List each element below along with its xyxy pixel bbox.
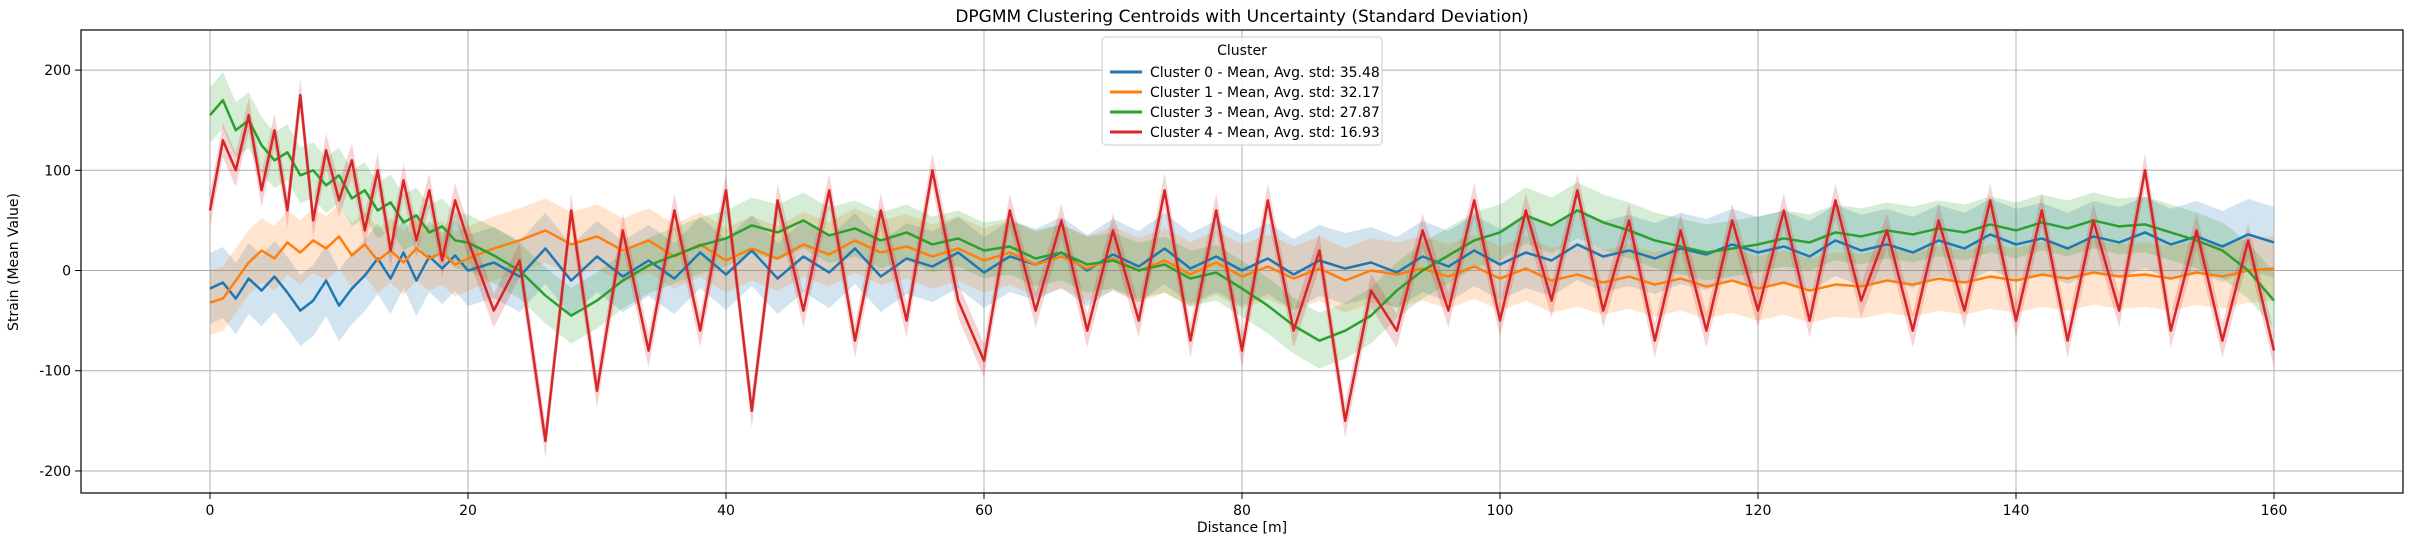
legend: Cluster Cluster 0 - Mean, Avg. std: 35.4… [1101, 36, 1383, 146]
series-0-line [209, 231, 2275, 312]
y-tick-label: 100 [44, 163, 71, 179]
series-1-line [209, 229, 2275, 304]
x-tick-label: 80 [1233, 503, 1251, 519]
x-tick-label: 60 [975, 503, 993, 519]
x-axis-label: Distance [m] [1197, 520, 1287, 536]
legend-label-1: Cluster 1 - Mean, Avg. std: 32.17 [1150, 85, 1380, 101]
series-1-std-band [210, 198, 2274, 335]
chart-title: DPGMM Clustering Centroids with Uncertai… [955, 7, 1528, 27]
legend-label-0: Cluster 0 - Mean, Avg. std: 35.48 [1150, 65, 1380, 81]
x-tick-label: 0 [206, 503, 215, 519]
y-tick-label: -200 [39, 464, 71, 480]
x-tick-label: 160 [2261, 503, 2288, 519]
y-tick-label: 0 [62, 264, 71, 280]
x-tick-label: 120 [1745, 503, 1772, 519]
series-lines [208, 93, 2276, 443]
legend-label-2: Cluster 3 - Mean, Avg. std: 27.87 [1150, 105, 1380, 121]
y-axis: -200 -100 0 100 200 [39, 63, 81, 480]
x-tick-label: 40 [717, 503, 735, 519]
legend-title: Cluster [1217, 43, 1267, 59]
y-tick-label: 200 [44, 63, 71, 79]
x-axis: 0 20 40 60 80 100 120 140 160 [206, 493, 2288, 519]
legend-label-3: Cluster 4 - Mean, Avg. std: 16.93 [1150, 125, 1380, 141]
legend-box [1101, 36, 1383, 146]
legend-entries: Cluster 0 - Mean, Avg. std: 35.48 Cluster… [1110, 65, 1380, 141]
y-axis-label: Strain (Mean Value) [6, 193, 22, 331]
x-tick-label: 100 [1487, 503, 1514, 519]
series-2-std-band [210, 72, 2274, 369]
y-tick-label: -100 [39, 364, 71, 380]
x-tick-label: 140 [2003, 503, 2030, 519]
x-tick-label: 20 [459, 503, 477, 519]
series-3-line [208, 93, 2276, 443]
